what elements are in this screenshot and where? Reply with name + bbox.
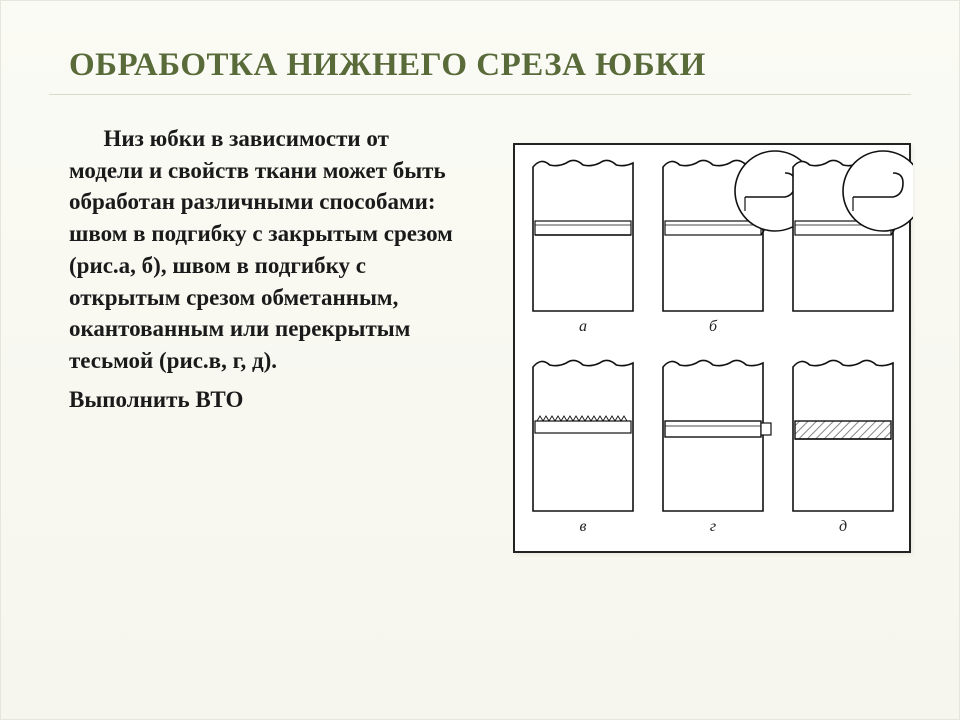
final-line: Выполнить ВТО	[69, 387, 459, 413]
body-text: Низ юбки в зависимости от модели и свойс…	[69, 123, 459, 377]
svg-text:д: д	[839, 518, 847, 535]
svg-text:г: г	[710, 518, 716, 535]
figure-frame: а б в г д	[513, 143, 911, 553]
content-row: Низ юбки в зависимости от модели и свойс…	[49, 123, 911, 553]
text-column: Низ юбки в зависимости от модели и свойс…	[49, 123, 459, 413]
svg-text:а: а	[579, 318, 587, 335]
body-text-span: Низ юбки в зависимости от модели и свойс…	[69, 126, 453, 373]
svg-text:б: б	[709, 318, 718, 335]
slide-title: ОБРАБОТКА НИЖНЕГО СРЕЗА ЮБКИ	[49, 47, 911, 95]
final-line-span: Выполнить ВТО	[69, 387, 243, 412]
figure-column: а б в г д	[487, 123, 911, 553]
slide: ОБРАБОТКА НИЖНЕГО СРЕЗА ЮБКИ Низ юбки в …	[0, 0, 960, 720]
diagram-svg: а б в г д	[515, 145, 913, 555]
svg-text:в: в	[580, 518, 587, 535]
